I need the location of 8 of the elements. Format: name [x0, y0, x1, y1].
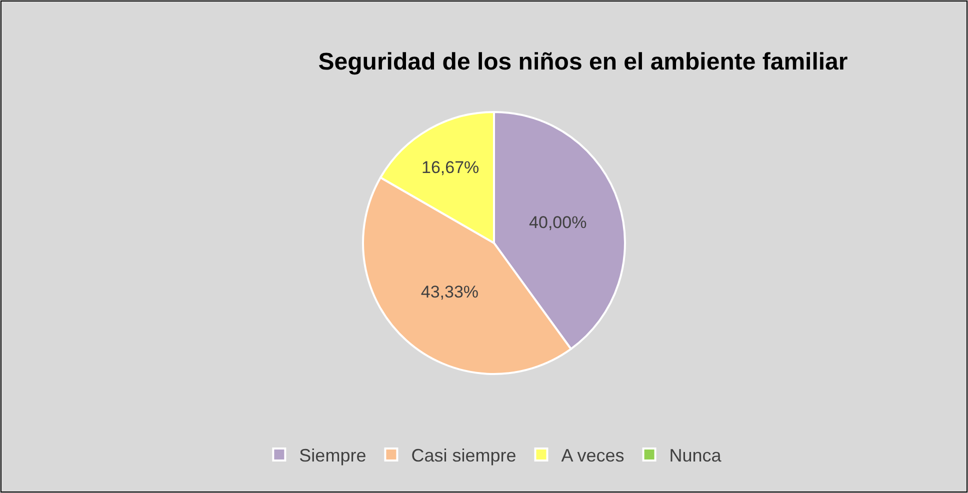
data-label: 40,00% — [529, 212, 587, 232]
legend-label: Casi siempre — [411, 446, 516, 466]
chart-title: Seguridad de los niños en el ambiente familiar — [318, 48, 848, 76]
legend-label: Nunca — [669, 446, 722, 466]
data-label: 16,67% — [421, 158, 480, 177]
legend-label: Siempre — [299, 446, 366, 466]
legend-label: A veces — [561, 446, 624, 466]
data-label: 43,33% — [420, 282, 479, 302]
